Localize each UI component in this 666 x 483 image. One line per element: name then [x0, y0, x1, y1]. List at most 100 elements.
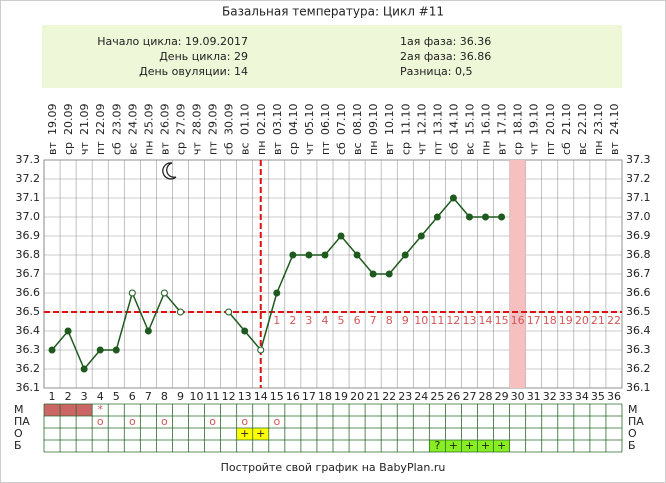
weekday-label: пн [592, 141, 605, 155]
date-label: 20.09 [62, 104, 75, 136]
row-mark: * [97, 403, 103, 416]
row-mark: + [465, 439, 474, 452]
phase-day-label: 17 [527, 314, 541, 327]
weekday-label: вт [383, 142, 396, 155]
data-point [417, 232, 425, 240]
weekday-label: пт [431, 141, 444, 155]
x-tick-label: 8 [161, 390, 168, 403]
weekday-label: вт [158, 142, 171, 155]
y-tick-label: 36.3 [16, 343, 41, 356]
date-label: 22.10 [576, 104, 589, 136]
date-label: 20.10 [544, 104, 557, 136]
weekday-label: ср [62, 142, 75, 155]
weekday-label: пн [255, 141, 268, 155]
date-label: 14.10 [447, 104, 460, 136]
x-tick-label: 35 [591, 390, 605, 403]
y-tick-label-right: 36.8 [626, 248, 651, 261]
date-label: 19.09 [46, 104, 59, 136]
x-tick-label: 4 [97, 390, 104, 403]
row-cell [493, 440, 510, 452]
row-cell [252, 428, 269, 440]
phase-day-label: 13 [462, 314, 476, 327]
y-tick-label: 36.1 [16, 381, 41, 394]
x-tick-label: 36 [607, 390, 621, 403]
weekday-label: чт [528, 142, 541, 155]
y-tick-label-right: 36.4 [626, 324, 651, 337]
x-tick-label: 9 [177, 390, 184, 403]
data-point [337, 232, 345, 240]
x-tick-label: 10 [190, 390, 204, 403]
row-mark: o [97, 415, 104, 428]
data-point [305, 251, 313, 259]
weekday-label: вт [608, 142, 621, 155]
info: День овуляции: 14 [139, 65, 248, 78]
data-point [64, 327, 72, 335]
weekday-label: вт [271, 142, 284, 155]
x-tick-label: 21 [366, 390, 380, 403]
data-point [449, 194, 457, 202]
x-tick-label: 3 [81, 390, 88, 403]
phase-day-label: 22 [607, 314, 621, 327]
data-point [257, 346, 265, 354]
data-point [160, 289, 168, 297]
row-label: М [14, 403, 24, 416]
date-label: 18.10 [512, 104, 525, 136]
date-label: 04.10 [287, 104, 300, 136]
x-tick-label: 23 [398, 390, 412, 403]
date-label: 09.10 [367, 104, 380, 136]
weekday-label: чт [191, 142, 204, 155]
date-label: 30.09 [223, 104, 236, 136]
x-tick-label: 27 [462, 390, 476, 403]
row-mark: o [209, 415, 216, 428]
x-tick-label: 16 [286, 390, 300, 403]
date-label: 21.10 [560, 104, 573, 136]
weekday-label: сб [223, 142, 236, 155]
x-tick-label: 18 [318, 390, 332, 403]
weekday-label: чт [415, 142, 428, 155]
y-tick-label: 37.3 [16, 153, 41, 166]
info: День цикла: 29 [159, 50, 248, 63]
y-tick-label: 37.0 [16, 210, 41, 223]
data-point [401, 251, 409, 259]
date-label: 15.10 [463, 104, 476, 136]
phase-day-label: 9 [402, 314, 409, 327]
date-label: 22.09 [94, 104, 107, 136]
row-cell [44, 404, 61, 416]
row-mark: ? [434, 439, 440, 452]
phase-day-label: 1 [273, 314, 280, 327]
x-tick-label: 28 [479, 390, 493, 403]
weekday-label: чт [78, 142, 91, 155]
data-point [48, 346, 56, 354]
phase-day-label: 15 [495, 314, 509, 327]
y-tick-label: 36.6 [16, 286, 41, 299]
y-tick-label-right: 37.1 [626, 191, 651, 204]
x-tick-label: 6 [129, 390, 136, 403]
weekday-label: пн [480, 141, 493, 155]
date-label: 17.10 [496, 104, 509, 136]
y-tick-label-right: 37.2 [626, 172, 651, 185]
x-tick-label: 5 [113, 390, 120, 403]
row-label-right: М [628, 403, 638, 416]
phase-day-label: 11 [430, 314, 444, 327]
phase-day-label: 8 [386, 314, 393, 327]
date-label: 26.09 [158, 104, 171, 136]
data-point [369, 270, 377, 278]
x-tick-label: 20 [350, 390, 364, 403]
weekday-label: пн [142, 141, 155, 155]
date-label: 27.09 [174, 104, 187, 136]
x-tick-label: 17 [302, 390, 316, 403]
weekday-label: сб [335, 142, 348, 155]
row-cell [429, 440, 446, 452]
data-point [128, 289, 136, 297]
chart-title: Базальная температура: Цикл #11 [222, 5, 444, 19]
weekday-label: сб [110, 142, 123, 155]
date-label: 10.10 [383, 104, 396, 136]
weekday-label: сб [560, 142, 573, 155]
data-point [433, 213, 441, 221]
x-tick-label: 24 [414, 390, 428, 403]
data-point [225, 308, 233, 316]
date-label: 24.09 [126, 104, 139, 136]
y-tick-label: 36.2 [16, 362, 41, 375]
data-point [176, 308, 184, 316]
highlight-column [509, 160, 526, 388]
